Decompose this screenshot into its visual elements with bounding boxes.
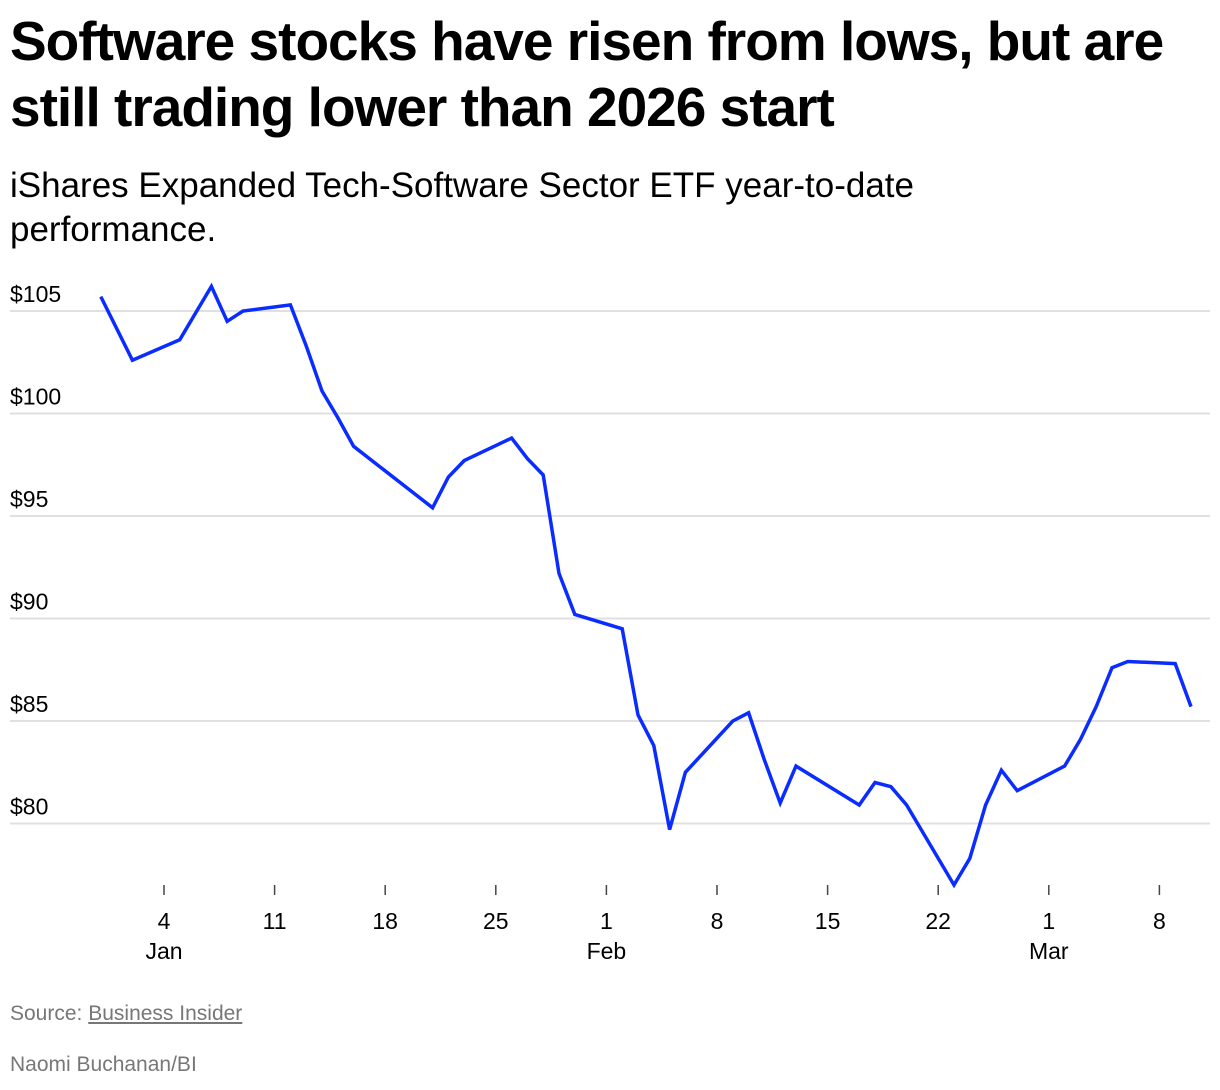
credit: Naomi Buchanan/BI xyxy=(10,1053,197,1076)
x-tick-label: 22 xyxy=(925,908,951,934)
x-tick-label: 1 xyxy=(600,908,613,934)
x-tick-label: 8 xyxy=(1153,908,1166,934)
price-line xyxy=(99,282,1193,889)
x-tick-label: 4 xyxy=(158,908,171,934)
y-tick-label: $105 xyxy=(10,281,61,307)
chart-title: Software stocks have risen from lows, bu… xyxy=(10,10,1164,138)
y-tick-label: $95 xyxy=(10,486,48,512)
chart-subtitle: iShares Expanded Tech-Software Sector ET… xyxy=(10,166,914,249)
y-tick-label: $80 xyxy=(10,794,48,820)
x-tick-label: 1 xyxy=(1042,908,1055,934)
x-tick-label: 8 xyxy=(711,908,724,934)
x-tick-label: 18 xyxy=(372,908,398,934)
x-tick-label: 11 xyxy=(263,908,287,934)
y-tick-label: $85 xyxy=(10,691,48,717)
source-line: Source: Business Insider xyxy=(10,1002,242,1026)
source-label: Source: xyxy=(10,1002,83,1025)
x-month-label: Jan xyxy=(145,938,182,964)
x-tick-label: 15 xyxy=(815,908,841,934)
x-month-label: Feb xyxy=(587,938,627,964)
y-tick-label: $100 xyxy=(10,384,61,410)
x-month-label: Mar xyxy=(1029,938,1069,964)
x-tick-label: 25 xyxy=(483,908,509,934)
source-link[interactable]: Business Insider xyxy=(88,1002,243,1025)
y-tick-label: $90 xyxy=(10,589,48,615)
